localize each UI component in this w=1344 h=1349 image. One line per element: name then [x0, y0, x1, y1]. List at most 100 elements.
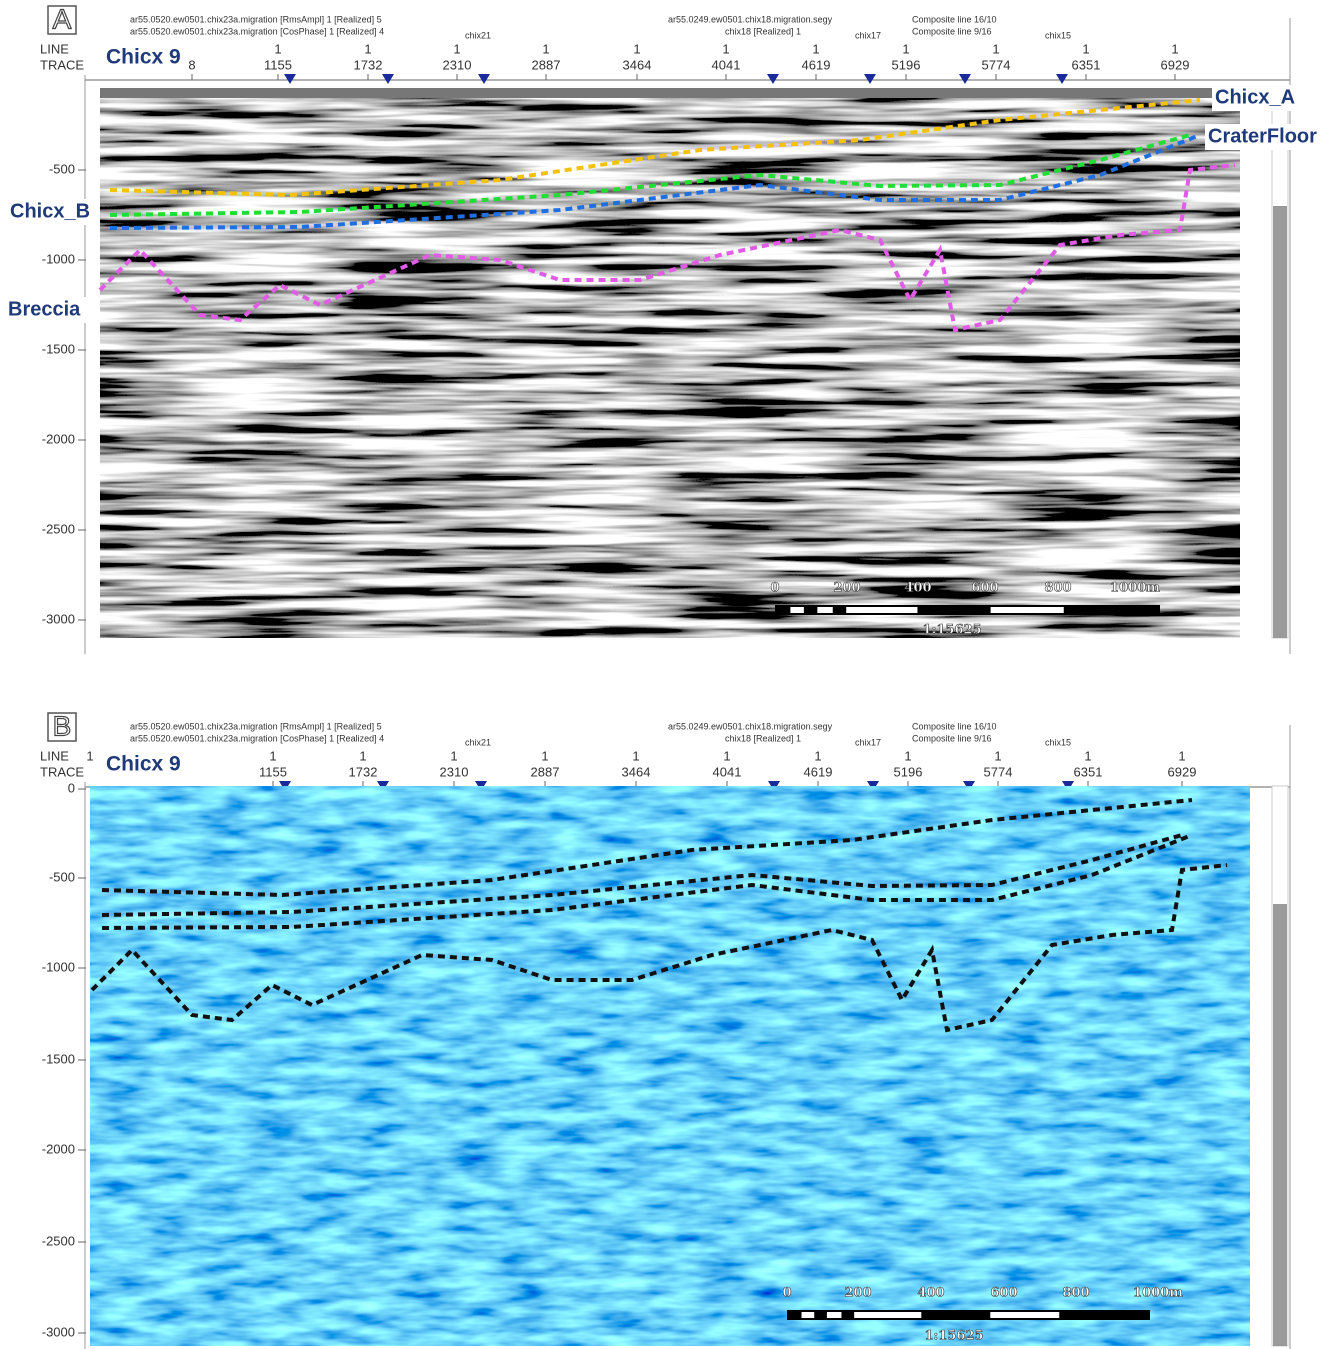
trace-number: 3464 — [623, 57, 652, 72]
trace-number: 5774 — [982, 57, 1011, 72]
depth-tick-label: -1000 — [42, 251, 75, 266]
line-number: 1 — [269, 748, 276, 763]
line-number: 1 — [812, 41, 819, 56]
horizon-label-bg — [1205, 124, 1339, 150]
panel-label: B — [53, 710, 72, 741]
scale-bar-segment — [826, 1312, 842, 1318]
panel-label-box — [47, 5, 77, 35]
header-text: Composite line 16/10 — [912, 721, 997, 731]
header-text: chix21 — [465, 737, 491, 747]
trace-number: 8 — [188, 57, 195, 72]
line-number: 1 — [274, 41, 281, 56]
panel-label: A — [53, 3, 72, 34]
depth-tick-label: -500 — [49, 161, 75, 176]
header-text: chix18 [Realized] 1 — [725, 26, 801, 36]
scale-label: 600 — [971, 581, 998, 596]
horizon-label: Chicx_B — [10, 200, 90, 222]
scale-bar-segment — [790, 607, 804, 613]
trace-number: 5196 — [894, 764, 923, 779]
line-number: 1 — [359, 748, 366, 763]
scale-label: 400 — [917, 1286, 944, 1301]
scale-label: 1000m — [1110, 581, 1160, 596]
trace-number: 1732 — [354, 57, 383, 72]
trace-number: 6929 — [1168, 764, 1197, 779]
header-text: chix21 — [465, 30, 491, 40]
line-number: 1 — [541, 748, 548, 763]
trace-number: 1732 — [349, 764, 378, 779]
line-label: LINE — [40, 41, 69, 56]
line-number: 1 — [723, 748, 730, 763]
header-text: chix15 — [1045, 30, 1071, 40]
trace-number: 4619 — [802, 57, 831, 72]
scale-label: 0 — [782, 1286, 791, 1301]
line-name: Chicx 9 — [106, 753, 181, 776]
header-text: ar55.0520.ew0501.chix23a.migration [CosP… — [130, 26, 384, 36]
depth-tick-label: -1500 — [42, 1051, 75, 1066]
scale-ratio: 1:15625 — [923, 623, 982, 638]
scale-bar-frame — [787, 1310, 1150, 1320]
line-number: 1 — [633, 41, 640, 56]
trace-number: 2887 — [532, 57, 561, 72]
scale-label: 200 — [833, 581, 860, 596]
horizon-label: CraterFloor — [1208, 125, 1317, 147]
well-marker — [767, 74, 779, 84]
scale-label: 0 — [770, 581, 779, 596]
trace-number: 3464 — [622, 764, 651, 779]
seismic-section — [100, 88, 1240, 638]
line-number: 1 — [450, 748, 457, 763]
header-text: ar55.0520.ew0501.chix23a.migration [RmsA… — [130, 14, 382, 24]
horizon-label-bg — [1212, 85, 1302, 111]
depth-tick-label: -500 — [49, 869, 75, 884]
depth-tick-label: -3000 — [42, 611, 75, 626]
header-text: chix17 — [855, 737, 881, 747]
depth-tick-label: -1500 — [42, 341, 75, 356]
scale-label: 600 — [990, 1286, 1017, 1301]
line-number: 1 — [1178, 748, 1185, 763]
scale-bar-segment — [801, 1312, 815, 1318]
line-number: 1 — [1084, 748, 1091, 763]
depth-tick-label: -2000 — [42, 431, 75, 446]
trace-number: 2310 — [440, 764, 469, 779]
scale-label: 800 — [1062, 1286, 1089, 1301]
line-number: 1 — [994, 748, 1001, 763]
line-number: 1 — [904, 748, 911, 763]
line-number: 1 — [1171, 41, 1178, 56]
depth-tick-label: -3000 — [42, 1324, 75, 1339]
header-text: chix15 — [1045, 737, 1071, 747]
trace-number: 1155 — [259, 764, 287, 779]
scrollbar-thumb — [1273, 206, 1287, 638]
horizon-label-bg — [7, 199, 97, 225]
line-number: 1 — [722, 41, 729, 56]
scale-ratio: 1:15625 — [924, 1329, 983, 1344]
trace-number: 1155 — [264, 57, 292, 72]
header-text: Composite line 9/16 — [912, 26, 992, 36]
scale-label: 400 — [904, 581, 931, 596]
horizon-label-bg — [5, 297, 95, 323]
header-text: Composite line 16/10 — [912, 14, 997, 24]
trace-number: 4041 — [713, 764, 742, 779]
header-text: ar55.0520.ew0501.chix23a.migration [CosP… — [130, 733, 384, 743]
well-marker — [864, 74, 876, 84]
trace-number: 5774 — [984, 764, 1013, 779]
scale-bar-segment — [846, 607, 918, 613]
depth-tick-label: -1000 — [42, 959, 75, 974]
line-name: Chicx 9 — [106, 46, 181, 69]
trace-number: 4041 — [712, 57, 741, 72]
trace-number: 4619 — [804, 764, 833, 779]
line-number: 1 — [992, 41, 999, 56]
well-marker — [478, 74, 490, 84]
line-name-bg — [100, 44, 185, 70]
line-number: 1 — [814, 748, 821, 763]
well-marker — [1056, 74, 1068, 84]
well-marker — [284, 74, 296, 84]
horizon-label: Chicx_A — [1215, 86, 1295, 108]
depth-tick-label: -2000 — [42, 1141, 75, 1156]
header-text: ar55.0249.ew0501.chix18.migration.segy — [668, 721, 833, 731]
trace-number: 6929 — [1161, 57, 1190, 72]
scale-bar-segment — [817, 607, 833, 613]
scrollbar-thumb — [1273, 904, 1287, 1346]
line-number: 1 — [902, 41, 909, 56]
trace-label: TRACE — [40, 57, 84, 72]
trace-number: 2887 — [531, 764, 560, 779]
